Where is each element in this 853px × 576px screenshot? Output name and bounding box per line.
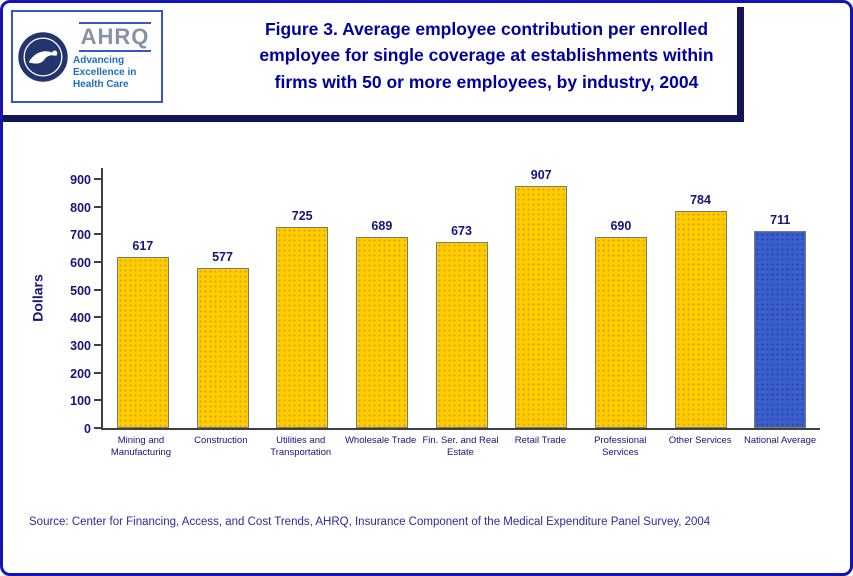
x-axis-labels: Mining and Manufacturing Construction Util… — [101, 430, 820, 460]
y-tick-label: 300 — [70, 339, 91, 354]
header-vertical-rule — [737, 7, 744, 122]
y-axis-title: Dollars — [30, 274, 46, 322]
ahrq-tagline: Advancing Excellence in Health Care — [73, 55, 137, 91]
figure-title: Figure 3. Average employee contribution … — [163, 3, 850, 115]
y-tick-mark — [94, 399, 101, 402]
hhs-seal-icon — [18, 31, 68, 82]
y-tick-label: 0 — [84, 422, 91, 436]
bar-value-label: 577 — [212, 250, 233, 265]
bar-national-average — [754, 231, 807, 428]
bar-slot: 689 — [342, 168, 422, 428]
x-axis-label: Retail Trade — [514, 435, 567, 446]
x-axis-label: Wholesale Trade — [344, 435, 417, 446]
bar — [196, 268, 249, 428]
plot-area: 617 577 725 689 673 907 690 784 711 — [94, 168, 820, 430]
y-tick-mark — [94, 233, 101, 236]
y-tick-label: 900 — [70, 173, 91, 188]
x-axis-label: Utilities and Transportation — [270, 435, 332, 459]
y-tick-mark — [94, 371, 101, 374]
y-tick-mark — [94, 205, 101, 208]
bar-slot: 907 — [501, 168, 581, 428]
y-tick-label: 100 — [70, 394, 91, 409]
bar — [435, 241, 488, 428]
bar-slot: 711 — [740, 168, 820, 428]
y-tick-mark — [94, 178, 101, 181]
bar-slot: 784 — [661, 168, 741, 428]
bars-container: 617 577 725 689 673 907 690 784 711 — [103, 168, 820, 428]
y-tick-mark — [94, 316, 101, 319]
figure-title-line-3: firms with 50 or more employees, by indu… — [274, 71, 699, 92]
bar — [355, 237, 408, 428]
figure-title-line-2: employee for single coverage at establis… — [259, 45, 714, 66]
y-tick-label: 700 — [70, 228, 91, 243]
x-axis-label: Fin. Ser. and Real Estate — [422, 435, 499, 459]
source-note: Source: Center for Financing, Access, an… — [29, 515, 711, 528]
bar — [674, 211, 727, 428]
y-axis: 0 100 200 300 400 500 600 700 800 900 — [55, 168, 101, 436]
x-axis-label: National Average — [743, 435, 817, 446]
bar — [276, 227, 329, 428]
ahrq-logo: AHRQ Advancing Excellence in Health Care — [11, 10, 163, 103]
y-tick-mark — [94, 427, 101, 429]
bar — [515, 186, 568, 428]
bar-value-label: 711 — [770, 213, 791, 228]
y-axis-title-column: Dollars — [21, 168, 55, 428]
y-tick-label: 200 — [70, 366, 91, 381]
y-tick-mark — [94, 261, 101, 264]
bar-value-label: 784 — [690, 193, 711, 208]
bar-value-label: 617 — [132, 239, 154, 254]
bar-slot: 690 — [581, 168, 661, 428]
bar-value-label: 673 — [451, 223, 472, 238]
y-tick-label: 500 — [70, 283, 91, 298]
header-rule — [3, 115, 740, 122]
y-tick-mark — [94, 288, 101, 291]
bar-slot: 577 — [183, 168, 263, 428]
ahrq-logotype: AHRQ Advancing Excellence in Health Care — [73, 21, 157, 91]
bar-value-label: 690 — [610, 219, 632, 234]
bar-chart: Dollars 0 100 200 300 400 500 600 700 800 900 617… — [21, 168, 840, 460]
plot-column: 617 577 725 689 673 907 690 784 711 Mining and M… — [94, 168, 820, 460]
y-tick-label: 600 — [70, 256, 91, 271]
bar-value-label: 689 — [371, 219, 393, 234]
bar-value-label: 907 — [530, 168, 552, 182]
bar — [594, 237, 647, 428]
y-tick-label: 800 — [70, 200, 91, 215]
x-axis-label: Construction — [194, 435, 248, 446]
bar-slot: 673 — [422, 168, 502, 428]
ahrq-wordmark: AHRQ — [78, 21, 152, 53]
header: AHRQ Advancing Excellence in Health Care… — [3, 3, 850, 122]
bar-slot: 725 — [262, 168, 342, 428]
bar — [116, 257, 169, 428]
y-tick-label: 400 — [70, 311, 91, 326]
bar-slot: 617 — [103, 168, 183, 428]
figure-title-line-1: Figure 3. Average employee contribution … — [264, 19, 709, 39]
y-tick-mark — [94, 344, 101, 347]
x-axis-label: Mining and Manufacturing — [110, 435, 172, 459]
bar-value-label: 725 — [291, 209, 313, 224]
x-axis-label: Professional Services — [594, 435, 647, 459]
x-axis-label: Other Services — [668, 435, 732, 446]
